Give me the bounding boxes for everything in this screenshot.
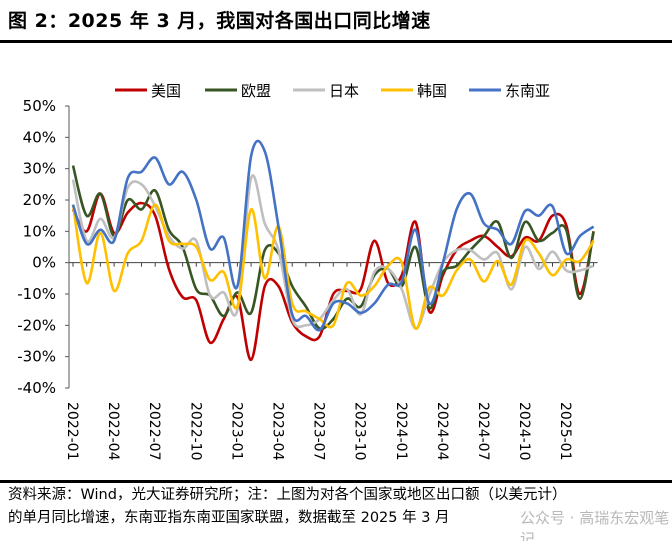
y-tick-label: 30% <box>23 160 56 178</box>
y-tick-label: -20% <box>17 316 56 334</box>
title-rule <box>0 40 672 43</box>
source-note: 资料来源：Wind，光大证券研究所；注：上图为对各个国家或地区出口额（以美元计）… <box>8 484 668 530</box>
watermark: 公众号 · 高瑞东宏观笔记 <box>520 509 670 541</box>
series-line-韩国 <box>71 203 595 330</box>
y-tick-label: -40% <box>17 379 56 397</box>
x-tick-label: 2023-04 <box>270 402 286 461</box>
series-line-欧盟 <box>71 165 595 331</box>
legend-label: 日本 <box>329 82 359 100</box>
y-tick-label: -30% <box>17 348 56 366</box>
x-tick-label: 2022-04 <box>105 402 121 461</box>
y-tick-label: 10% <box>23 222 56 240</box>
x-tick-label: 2022-10 <box>187 402 203 461</box>
legend-label: 东南亚 <box>505 82 550 100</box>
y-tick-label: 20% <box>23 191 56 209</box>
y-tick-label: 40% <box>23 128 56 146</box>
note-line-1: 资料来源：Wind，光大证券研究所；注：上图为对各个国家或地区出口额（以美元计） <box>8 487 567 503</box>
legend-label: 韩国 <box>417 82 447 100</box>
x-tick-label: 2023-10 <box>352 402 368 461</box>
y-tick-label: 0% <box>32 254 56 272</box>
x-tick-label: 2024-04 <box>434 402 450 461</box>
legend-label: 欧盟 <box>241 82 271 100</box>
x-tick-label: 2023-07 <box>311 402 327 461</box>
legend-label: 美国 <box>151 82 181 100</box>
line-chart: 50% 40% 30% 20% 10% 0% -10% -20% -30% -40% 2022-01… <box>17 82 598 461</box>
series-line-东南亚 <box>71 139 595 332</box>
footer-rule <box>0 480 672 483</box>
x-tick-label: 2024-01 <box>393 402 409 461</box>
x-tick-label: 2023-01 <box>228 402 244 461</box>
x-tick-label: 2022-01 <box>64 402 80 461</box>
y-tick-label: 50% <box>23 97 56 115</box>
y-tick-label: -10% <box>17 285 56 303</box>
figure-title: 图 2：2025 年 3 月，我国对各国出口同比增速 <box>8 10 431 32</box>
x-tick-label: 2024-10 <box>516 402 532 461</box>
x-tick-label: 2025-01 <box>557 402 573 461</box>
x-tick-label: 2024-07 <box>475 402 491 461</box>
x-tick-label: 2022-07 <box>146 402 162 461</box>
note-line-2: 的单月同比增速，东南亚指东南亚国家联盟，数据截至 2025 年 3 月 <box>8 510 450 526</box>
